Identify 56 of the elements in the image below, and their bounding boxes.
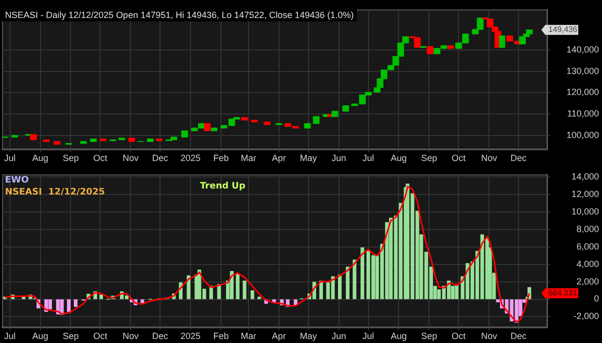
y-tick-label: 8,000 [576, 224, 599, 234]
y-tick-label: 6,000 [576, 241, 599, 252]
x-tick-label: Sep [62, 153, 79, 164]
y-tick-label: -2,000 [573, 311, 599, 322]
y-tick-label: 140,000 [566, 44, 599, 54]
annotation: 149,436 [548, 25, 578, 34]
x-tick-label: Jul [362, 331, 374, 342]
x-tick-label: Oct [93, 331, 108, 342]
x-tick-label: Jul [4, 331, 16, 342]
x-tick-label: Apr [272, 331, 286, 342]
x-tick-label: Dec [152, 153, 169, 164]
x-tick-label: Nov [122, 331, 140, 342]
x-tick-label: Feb [213, 153, 229, 164]
x-tick-label: Sep [421, 153, 438, 164]
x-tick-label: Aug [32, 153, 48, 164]
x-tick-label: Jun [332, 331, 346, 342]
y-tick-label: 100,000 [566, 130, 599, 140]
x-tick-label: Oct [452, 153, 466, 164]
y-tick-label: 10,000 [571, 206, 599, 216]
annotation: 684.331 [548, 288, 578, 298]
x-tick-label: Dec [510, 331, 528, 342]
text: NSEASI 12/12/2025 [5, 188, 105, 198]
x-tick-label: Nov [122, 153, 140, 164]
x-tick-label: Sep [62, 331, 79, 342]
x-tick-label: 2025 [180, 153, 201, 164]
y-tick-label: 110,000 [567, 108, 599, 118]
x-tick-label: Aug [32, 331, 48, 342]
x-tick-label: Oct [93, 153, 108, 164]
y-tick-label: 4,000 [576, 258, 599, 269]
chart-title: EWO [5, 176, 30, 186]
x-tick-label: Aug [390, 153, 407, 164]
y-tick-label: 0 [594, 294, 599, 304]
x-tick-label: Nov [481, 331, 498, 342]
chart-title: NSEASI - Daily 12/12/2025 Open 147951, Hi 149436, Lo 147522, Close 149436 (1.0%) [5, 10, 354, 20]
x-tick-label: 2025 [180, 331, 201, 342]
x-tick-label: Nov [481, 153, 498, 164]
x-tick-label: May [300, 153, 318, 164]
x-tick-label: Mar [240, 153, 256, 164]
x-tick-label: Dec [152, 331, 169, 342]
x-tick-label: Dec [510, 153, 528, 164]
x-tick-label: Feb [213, 331, 229, 342]
x-tick-label: Mar [240, 331, 256, 342]
x-tick-label: Oct [452, 331, 466, 342]
x-tick-label: Sep [421, 331, 438, 342]
y-tick-label: 14,000 [571, 172, 599, 182]
x-tick-label: Aug [390, 331, 407, 342]
x-tick-label: Apr [272, 153, 286, 164]
x-tick-label: May [300, 331, 318, 342]
y-tick-label: 130,000 [566, 66, 599, 76]
x-tick-label: Jun [332, 153, 346, 164]
x-tick-label: Jul [362, 153, 374, 164]
x-tick-label: Jul [4, 153, 16, 164]
y-tick-label: 120,000 [566, 87, 599, 98]
y-tick-label: 12,000 [571, 188, 599, 199]
annotation: Trend Up [200, 182, 246, 192]
y-tick-label: 2,000 [576, 276, 599, 286]
